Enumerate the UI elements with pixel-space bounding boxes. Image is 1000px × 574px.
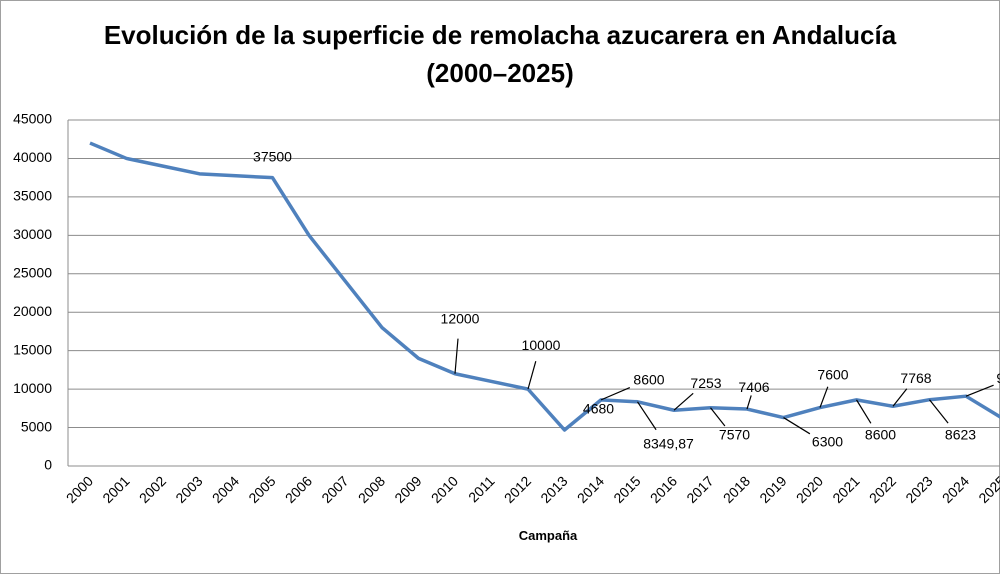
y-tick-label: 45000: [13, 111, 52, 127]
data-label: 8600: [865, 427, 896, 443]
x-tick-label: 2006: [282, 473, 315, 506]
data-label: 8349,87: [643, 436, 694, 452]
x-axis-title: Campaña: [519, 528, 578, 543]
y-tick-label: 30000: [13, 226, 52, 242]
y-tick-label: 25000: [13, 264, 52, 280]
leader-line: [673, 392, 694, 411]
x-tick-label: 2023: [902, 473, 935, 506]
data-label: 8600: [633, 372, 664, 388]
y-tick-label: 0: [44, 457, 52, 473]
x-tick-label: 2001: [99, 473, 132, 506]
x-tick-label: 2014: [574, 473, 607, 506]
x-tick-label: 2024: [939, 473, 972, 506]
y-tick-label: 15000: [13, 341, 52, 357]
x-tick-label: 2010: [428, 473, 461, 506]
y-tick-label: 20000: [13, 303, 52, 319]
x-tick-label: 2020: [793, 473, 826, 506]
leader-line: [746, 395, 752, 410]
data-label: 37500: [253, 148, 292, 164]
data-label: 7570: [719, 426, 750, 442]
x-tick-label: 2000: [63, 473, 96, 506]
leader-line: [855, 399, 872, 424]
x-tick-label: 2013: [537, 473, 570, 506]
leader-line: [965, 384, 994, 397]
leader-line: [929, 399, 949, 424]
leader-line: [600, 386, 631, 401]
leader-line: [783, 417, 811, 435]
y-tick-label: 40000: [13, 149, 52, 165]
y-tick-label: 35000: [13, 188, 52, 204]
data-label: 4680: [583, 401, 614, 417]
data-label: 9080: [996, 370, 1000, 386]
x-tick-label: 2015: [610, 473, 643, 506]
x-tick-label: 2004: [209, 473, 242, 506]
x-tick-label: 2021: [829, 473, 862, 506]
y-tick-label: 5000: [21, 418, 52, 434]
data-label: 6300: [812, 433, 843, 449]
x-tick-label: 2008: [355, 473, 388, 506]
x-tick-label: 2011: [465, 473, 498, 506]
data-label: 12000: [441, 310, 480, 326]
x-tick-label: 2005: [245, 473, 278, 506]
leader-line: [892, 388, 908, 407]
x-tick-label: 2007: [318, 473, 351, 506]
data-label: 10000: [522, 337, 561, 353]
data-label: 7600: [817, 366, 848, 382]
y-tick-label: 10000: [13, 380, 52, 396]
data-label: 7406: [738, 379, 769, 395]
data-label: 8623: [945, 426, 976, 442]
data-label: 7253: [690, 375, 721, 391]
x-tick-label: 2018: [720, 473, 753, 506]
data-line: [89, 141, 1000, 432]
chart-title: Evolución de la superficie de remolacha …: [103, 20, 897, 88]
leader-line: [454, 338, 459, 374]
leader-line: [527, 360, 537, 390]
x-tick-label: 2002: [136, 473, 169, 506]
x-tick-label: 2019: [756, 473, 789, 506]
leader-line: [710, 407, 726, 427]
x-tick-label: 2016: [647, 473, 680, 506]
x-tick-label: 2025: [975, 473, 1000, 506]
data-label: 7768: [900, 370, 931, 386]
x-tick-label: 2022: [866, 473, 899, 506]
x-tick-label: 2012: [501, 473, 534, 506]
x-tick-label: 2009: [391, 473, 424, 506]
x-tick-label: 2003: [172, 473, 205, 506]
x-tick-label: 2017: [683, 473, 716, 506]
leader-line: [637, 401, 657, 431]
leader-line: [819, 386, 829, 408]
